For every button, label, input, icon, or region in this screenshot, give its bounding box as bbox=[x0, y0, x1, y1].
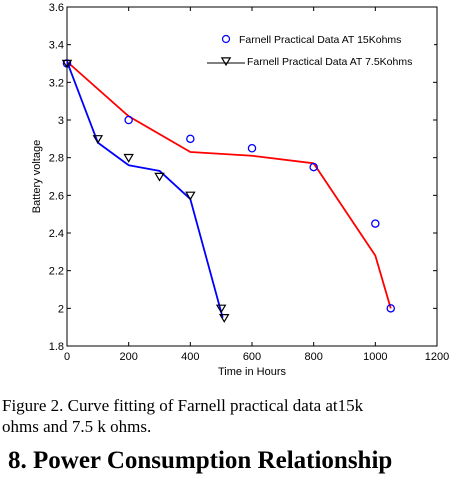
y-tick-label: 3 bbox=[58, 115, 64, 127]
y-tick-label: 2.4 bbox=[49, 228, 64, 240]
legend-marker-15kohms bbox=[221, 34, 231, 44]
data-point-7-5kohms bbox=[61, 59, 73, 69]
y-tick-label: 3.4 bbox=[49, 40, 64, 52]
legend-entry-7-5kohms: Farnell Practical Data AT 7.5Kohms bbox=[247, 56, 412, 68]
x-axis-label: Time in Hours bbox=[218, 366, 287, 378]
figure-caption: Figure 2. Curve fitting of Farnell pract… bbox=[2, 395, 472, 437]
data-point-7-5kohms bbox=[123, 153, 134, 163]
data-point-15kohms bbox=[371, 219, 380, 228]
data-point-15kohms bbox=[186, 134, 195, 144]
x-tick-label: 200 bbox=[119, 351, 137, 363]
caption-line-2: ohms and 7.5 k ohms. bbox=[2, 417, 152, 436]
section-heading: 8. Power Consumption Relationship bbox=[8, 447, 393, 474]
y-tick-label: 3.2 bbox=[49, 77, 64, 89]
y-tick-label: 2.8 bbox=[49, 153, 64, 165]
data-point-7-5kohms bbox=[154, 172, 165, 182]
y-tick-label: 2.6 bbox=[49, 190, 64, 202]
data-point-7-5kohms bbox=[92, 135, 104, 145]
data-point-15kohms bbox=[247, 143, 257, 153]
y-axis-label: Battery voltage bbox=[31, 140, 43, 213]
caption-line-1: Figure 2. Curve fitting of Farnell pract… bbox=[2, 396, 364, 415]
data-point-15kohms bbox=[386, 304, 395, 313]
data-markers bbox=[61, 59, 395, 323]
legend-marker-7-5kohms bbox=[220, 57, 232, 67]
y-tick-label: 2 bbox=[58, 303, 64, 315]
y-tick-label: 1.8 bbox=[49, 341, 64, 353]
legend-entry-15kohms: Farnell Practical Data AT 15Kohms bbox=[239, 34, 401, 46]
axis-ticks: 0 200 400 600 800 1000 1200 1.8 2 2.2 2.4 2.6 2.8 3 3.… bbox=[49, 2, 450, 363]
fit-curve-15kohms bbox=[66, 60, 392, 309]
fit-curves bbox=[66, 60, 392, 318]
x-tick-label: 1000 bbox=[363, 351, 387, 363]
x-tick-label: 0 bbox=[64, 351, 70, 363]
x-tick-label: 1200 bbox=[425, 351, 449, 363]
data-point-7-5kohms bbox=[219, 314, 230, 323]
y-tick-label: 2.2 bbox=[49, 266, 64, 278]
fit-curve-7-5kohms bbox=[66, 61, 224, 318]
y-tick-label: 3.6 bbox=[49, 2, 64, 14]
legend: Farnell Practical Data AT 15Kohms Farnel… bbox=[204, 28, 434, 70]
data-point-15kohms bbox=[309, 162, 318, 172]
x-tick-label: 400 bbox=[181, 351, 199, 363]
data-point-15kohms bbox=[124, 115, 133, 125]
data-point-7-5kohms bbox=[215, 304, 227, 314]
data-point-7-5kohms bbox=[185, 191, 196, 201]
x-tick-label: 600 bbox=[243, 351, 261, 363]
battery-voltage-chart: 0 200 400 600 800 1000 1200 1.8 2 2.2 2.4 2.6 2.8 3 3.… bbox=[31, 2, 450, 378]
x-tick-label: 800 bbox=[304, 351, 322, 363]
